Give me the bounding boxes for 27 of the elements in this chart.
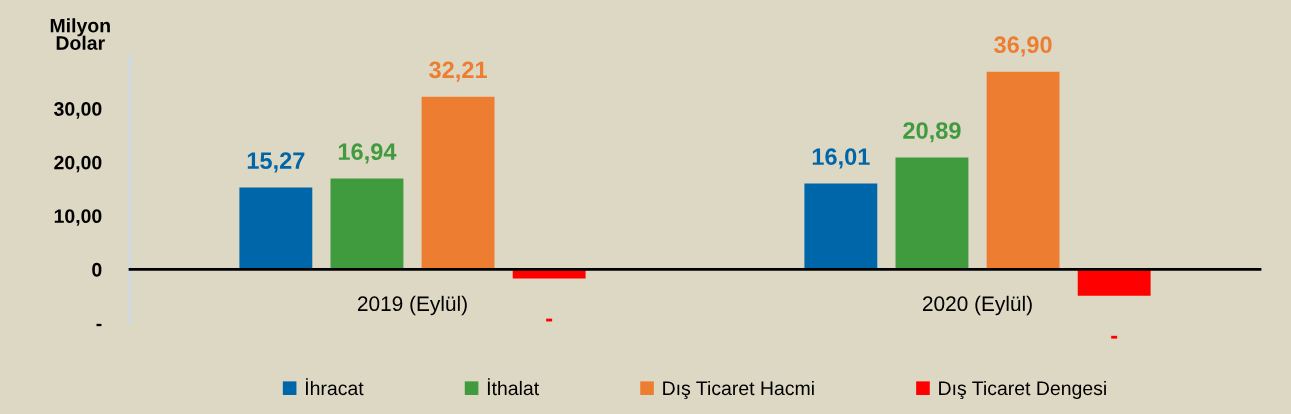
y-axis-title: Milyon Dolar <box>50 18 110 50</box>
data-label: 20,89 <box>903 122 961 143</box>
y-tick-label: 0 <box>92 262 102 277</box>
bar <box>804 183 878 270</box>
data-label: - <box>546 318 553 322</box>
legend-label: İhracat <box>306 378 364 396</box>
bar <box>239 187 313 270</box>
data-label: 16,01 <box>812 148 870 169</box>
data-label: - <box>1111 335 1118 339</box>
data-label: 36,90 <box>994 36 1052 57</box>
data-label: 32,21 <box>429 61 487 82</box>
legend-label: Dış Ticaret Dengesi <box>939 380 1106 400</box>
y-tick-label: 30,00 <box>54 102 102 119</box>
data-label: 15,27 <box>247 152 305 173</box>
y-tick-label: 10,00 <box>54 209 102 226</box>
bar <box>421 96 495 270</box>
bar <box>330 178 404 270</box>
y-tick-label: 20,00 <box>54 155 102 173</box>
bar <box>895 157 969 270</box>
x-tick-label: 2019 (Eylül) <box>357 295 467 316</box>
bar <box>986 71 1060 270</box>
y-tick-label: - <box>96 323 102 327</box>
legend-label: İthalat <box>487 378 539 396</box>
legend-label: Dış Ticaret Hacmi <box>663 380 814 400</box>
x-tick-label: 2020 (Eylül) <box>922 295 1032 316</box>
bar <box>1077 269 1151 296</box>
data-label: 16,94 <box>338 143 397 164</box>
